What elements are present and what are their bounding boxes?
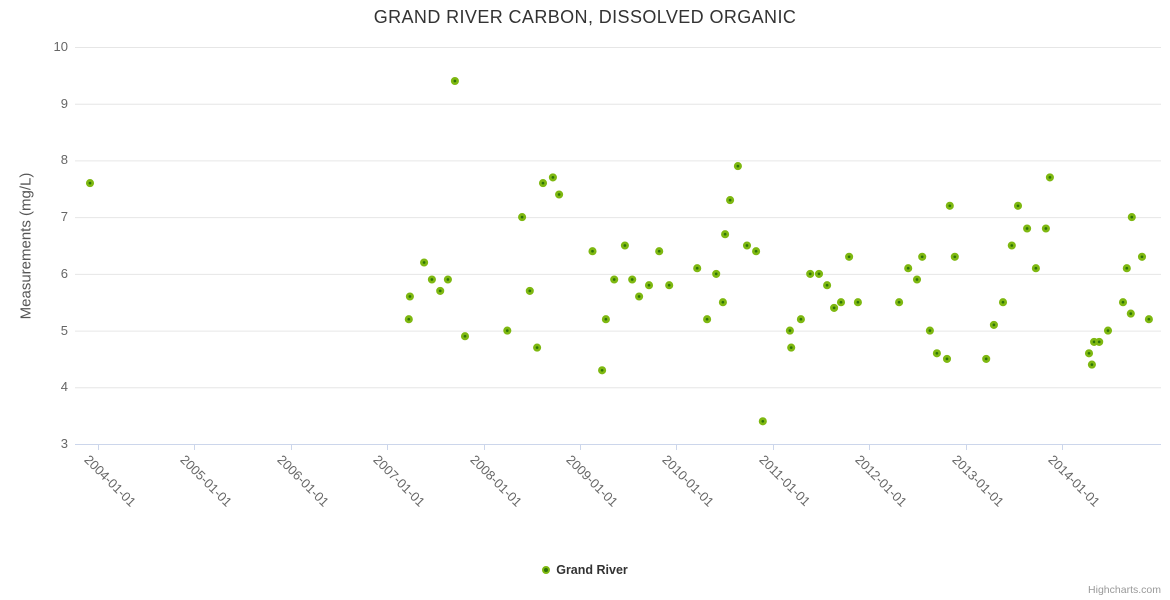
data-point[interactable]	[796, 315, 805, 324]
data-point[interactable]	[601, 315, 610, 324]
data-point[interactable]	[830, 303, 839, 312]
data-point[interactable]	[758, 417, 767, 426]
data-point[interactable]	[1118, 298, 1128, 307]
y-tick-label: 6	[60, 265, 68, 281]
legend-marker-icon	[542, 566, 551, 574]
data-point[interactable]	[420, 258, 429, 267]
data-point[interactable]	[620, 241, 629, 250]
data-point[interactable]	[942, 354, 952, 363]
data-point[interactable]	[427, 275, 436, 284]
data-point[interactable]	[1013, 201, 1023, 210]
data-point[interactable]	[787, 343, 796, 352]
data-point[interactable]	[918, 252, 927, 261]
data-point[interactable]	[693, 264, 702, 273]
data-point[interactable]	[925, 326, 934, 335]
data-point[interactable]	[628, 275, 637, 284]
highcharts-credits-link[interactable]: Highcharts.com	[1088, 584, 1161, 596]
y-tick-label: 5	[60, 322, 68, 338]
data-point[interactable]	[785, 326, 794, 335]
data-point[interactable]	[1041, 224, 1050, 233]
data-point[interactable]	[823, 281, 832, 290]
data-point[interactable]	[635, 292, 644, 301]
data-point[interactable]	[1103, 326, 1113, 335]
data-point[interactable]	[598, 366, 607, 375]
legend-series-label: Grand River	[556, 563, 628, 577]
y-tick-label: 7	[60, 209, 68, 225]
data-point[interactable]	[1045, 173, 1054, 182]
data-point[interactable]	[1023, 224, 1032, 233]
data-point[interactable]	[733, 162, 742, 171]
data-point[interactable]	[895, 298, 904, 307]
data-point[interactable]	[443, 275, 452, 284]
data-point[interactable]	[853, 298, 862, 307]
data-point[interactable]	[436, 286, 445, 295]
data-point[interactable]	[982, 354, 991, 363]
data-point[interactable]	[718, 298, 727, 307]
data-point[interactable]	[1126, 309, 1135, 318]
data-point[interactable]	[548, 173, 557, 182]
data-point[interactable]	[912, 275, 922, 284]
data-point[interactable]	[1007, 241, 1016, 250]
data-point[interactable]	[404, 315, 413, 324]
data-point[interactable]	[1095, 337, 1104, 346]
data-point[interactable]	[806, 269, 815, 278]
data-point[interactable]	[712, 269, 721, 278]
chart-title: GRAND RIVER CARBON, DISSOLVED ORGANIC	[373, 7, 797, 27]
data-point[interactable]	[85, 179, 95, 188]
y-tick-label: 4	[60, 379, 68, 395]
data-point[interactable]	[989, 320, 998, 329]
data-point[interactable]	[1031, 264, 1040, 273]
data-point[interactable]	[998, 298, 1008, 307]
data-point[interactable]	[525, 286, 534, 295]
legend[interactable]: Grand River	[0, 563, 1170, 577]
data-point[interactable]	[450, 76, 459, 86]
data-point[interactable]	[845, 252, 854, 261]
y-tick-label: 3	[60, 436, 68, 451]
data-point[interactable]	[610, 275, 619, 284]
data-point[interactable]	[836, 298, 846, 307]
data-point[interactable]	[945, 201, 954, 210]
data-point[interactable]	[814, 269, 824, 278]
data-point[interactable]	[1084, 349, 1094, 358]
data-point[interactable]	[1087, 360, 1096, 369]
data-point[interactable]	[1122, 264, 1131, 273]
data-point[interactable]	[932, 349, 941, 358]
data-point[interactable]	[555, 190, 564, 199]
data-point[interactable]	[1137, 252, 1147, 261]
data-point[interactable]	[644, 281, 654, 290]
data-point[interactable]	[538, 179, 548, 188]
data-point[interactable]	[533, 343, 542, 352]
data-point[interactable]	[752, 247, 761, 256]
data-point[interactable]	[460, 332, 470, 341]
data-point[interactable]	[721, 230, 730, 239]
data-point[interactable]	[665, 281, 674, 290]
data-point[interactable]	[405, 292, 414, 301]
data-point[interactable]	[1127, 213, 1136, 222]
data-point[interactable]	[588, 247, 597, 256]
y-tick-label: 9	[60, 95, 68, 111]
data-point[interactable]	[904, 264, 913, 273]
data-point[interactable]	[503, 326, 512, 335]
data-point[interactable]	[1144, 315, 1153, 324]
data-point[interactable]	[726, 196, 735, 205]
y-tick-label: 10	[53, 39, 68, 54]
y-tick-label: 8	[60, 152, 68, 168]
data-point[interactable]	[703, 315, 712, 324]
data-point[interactable]	[655, 247, 664, 256]
data-point[interactable]	[518, 213, 527, 222]
data-point[interactable]	[742, 241, 752, 250]
data-point[interactable]	[950, 252, 959, 261]
